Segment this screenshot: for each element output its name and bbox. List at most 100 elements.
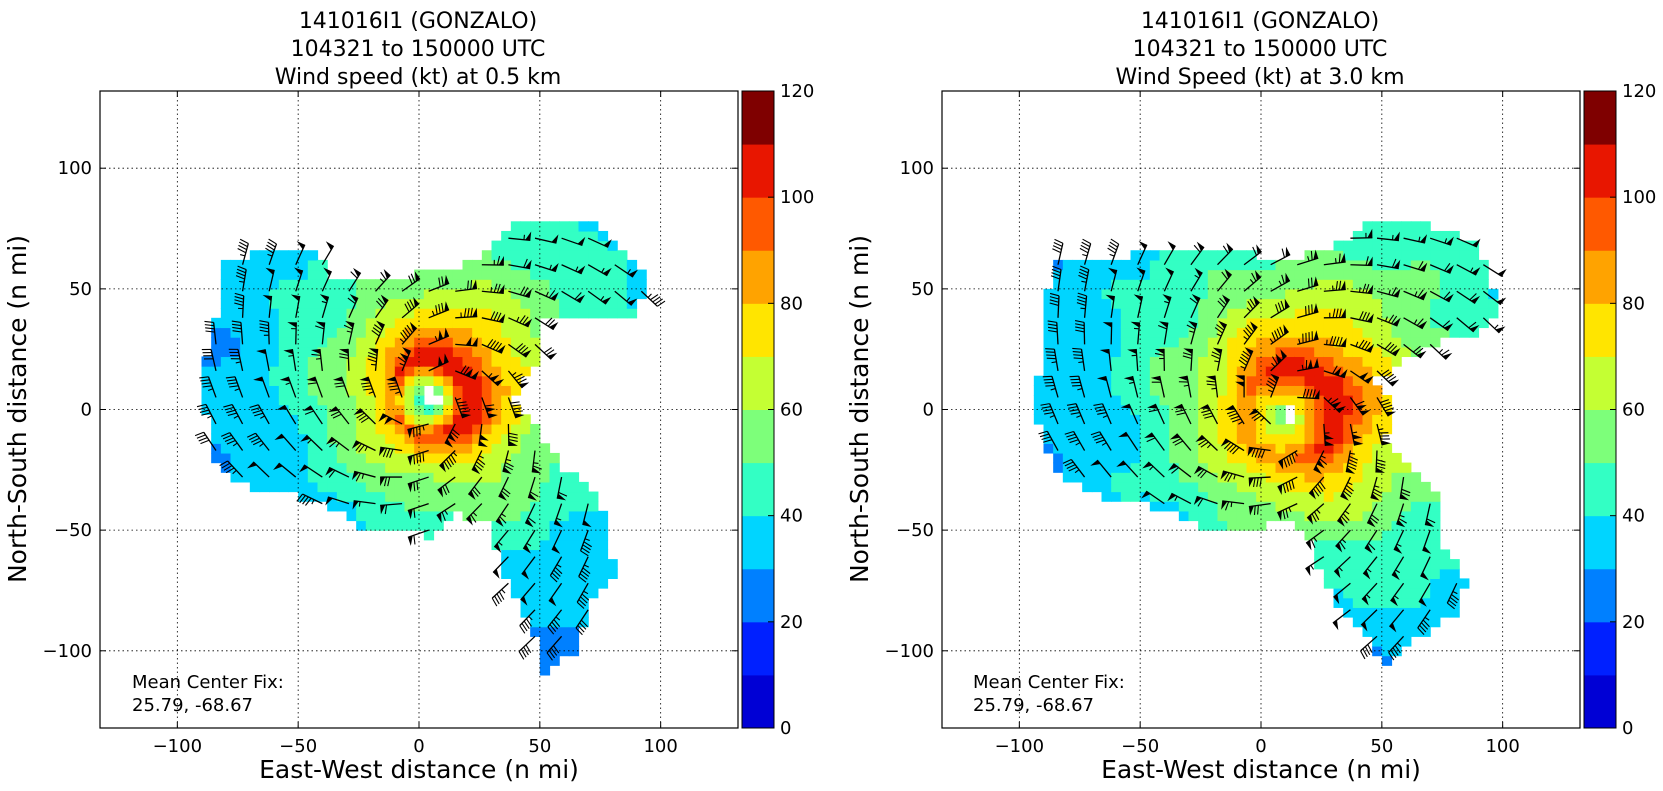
field-cell (1130, 433, 1141, 444)
field-cell (278, 404, 290, 415)
field-cell (559, 230, 570, 242)
field-cell (1062, 423, 1074, 435)
field-cell (307, 481, 319, 493)
field-cell (1275, 317, 1286, 329)
colorbar-segment (1584, 674, 1616, 729)
field-cell (1362, 530, 1373, 541)
field-cell (423, 481, 435, 493)
wind-barb (339, 348, 350, 371)
field-cell (481, 491, 493, 502)
field-cell (327, 327, 338, 338)
field-cell (1033, 385, 1045, 396)
field-cell (423, 472, 435, 483)
field-cell (298, 337, 309, 348)
field-cell (220, 375, 232, 386)
field-cell (1314, 404, 1325, 415)
field-cell (481, 462, 493, 473)
wind-barb (1144, 432, 1165, 451)
field-cell (1420, 501, 1431, 512)
field-cell (1130, 356, 1141, 367)
wind-barb (1220, 470, 1245, 482)
wind-barb (495, 503, 509, 527)
field-cell (1343, 395, 1354, 406)
field-cell (1159, 375, 1170, 386)
wind-barb (1388, 635, 1405, 661)
field-cell (336, 337, 348, 348)
wind-barb (262, 294, 273, 318)
field-cell (385, 501, 396, 512)
field-cell (278, 472, 290, 483)
field-cell (607, 240, 618, 251)
field-cell (1062, 317, 1074, 329)
field-cell (230, 279, 241, 290)
field-cell (240, 259, 251, 271)
field-cell (559, 308, 570, 319)
field-cell (1091, 423, 1103, 435)
field-cell (1188, 366, 1199, 377)
field-cell (365, 337, 377, 348)
field-cell (1352, 298, 1364, 309)
field-cell (491, 308, 502, 319)
field-cell (510, 308, 522, 319)
field-cell (1217, 259, 1228, 271)
field-cell (1372, 510, 1383, 522)
wind-barb (492, 556, 509, 579)
field-cell (1140, 288, 1151, 300)
wind-barb (1361, 582, 1378, 606)
field-cell (240, 317, 251, 329)
field-cell (1401, 308, 1412, 319)
field-cell (1149, 395, 1161, 406)
field-cell (1333, 250, 1344, 261)
field-cell (414, 308, 425, 319)
field-cell (510, 481, 522, 493)
field-cell (452, 366, 464, 377)
field-cell (1265, 414, 1277, 425)
field-cell (1178, 385, 1190, 396)
field-cell (1314, 433, 1325, 444)
field-cell (1372, 395, 1383, 406)
field-cell (375, 423, 386, 435)
field-cell (1381, 250, 1393, 261)
field-cell (1323, 423, 1335, 435)
wind-barb (1199, 404, 1219, 425)
field-cell (230, 462, 241, 473)
wind-barb (1163, 241, 1176, 266)
field-cell (452, 308, 464, 319)
x-tick-label: 0 (413, 736, 424, 757)
field-cell (1410, 626, 1422, 637)
field-cell (269, 385, 280, 396)
field-cell (539, 240, 551, 251)
field-cell (1169, 414, 1180, 425)
field-cell (307, 250, 319, 261)
field-cell (1072, 452, 1083, 464)
field-cell (201, 356, 212, 367)
field-cell (375, 491, 386, 502)
field-cell (1352, 385, 1364, 396)
field-cell (336, 288, 348, 300)
wind-barb (551, 529, 563, 554)
field-cell (1294, 462, 1306, 473)
field-cell (423, 414, 435, 425)
field-cell (578, 597, 589, 608)
field-cell (307, 433, 319, 444)
field-cell (346, 501, 357, 512)
field-cell (1343, 549, 1354, 560)
field-cell (452, 433, 464, 444)
field-cell (1381, 356, 1393, 367)
field-cell (433, 269, 444, 280)
field-cell (1120, 259, 1132, 271)
field-cell (317, 452, 328, 464)
field-cell (201, 366, 212, 377)
field-cell (539, 645, 551, 657)
field-cell (336, 298, 348, 309)
field-cell (491, 395, 502, 406)
field-cell (433, 279, 444, 290)
field-cell (278, 259, 290, 271)
field-cell (559, 626, 570, 637)
field-cell (307, 298, 319, 309)
field-cell (1343, 433, 1354, 444)
wind-barb (235, 265, 247, 292)
y-tick-label: −100 (43, 641, 92, 662)
